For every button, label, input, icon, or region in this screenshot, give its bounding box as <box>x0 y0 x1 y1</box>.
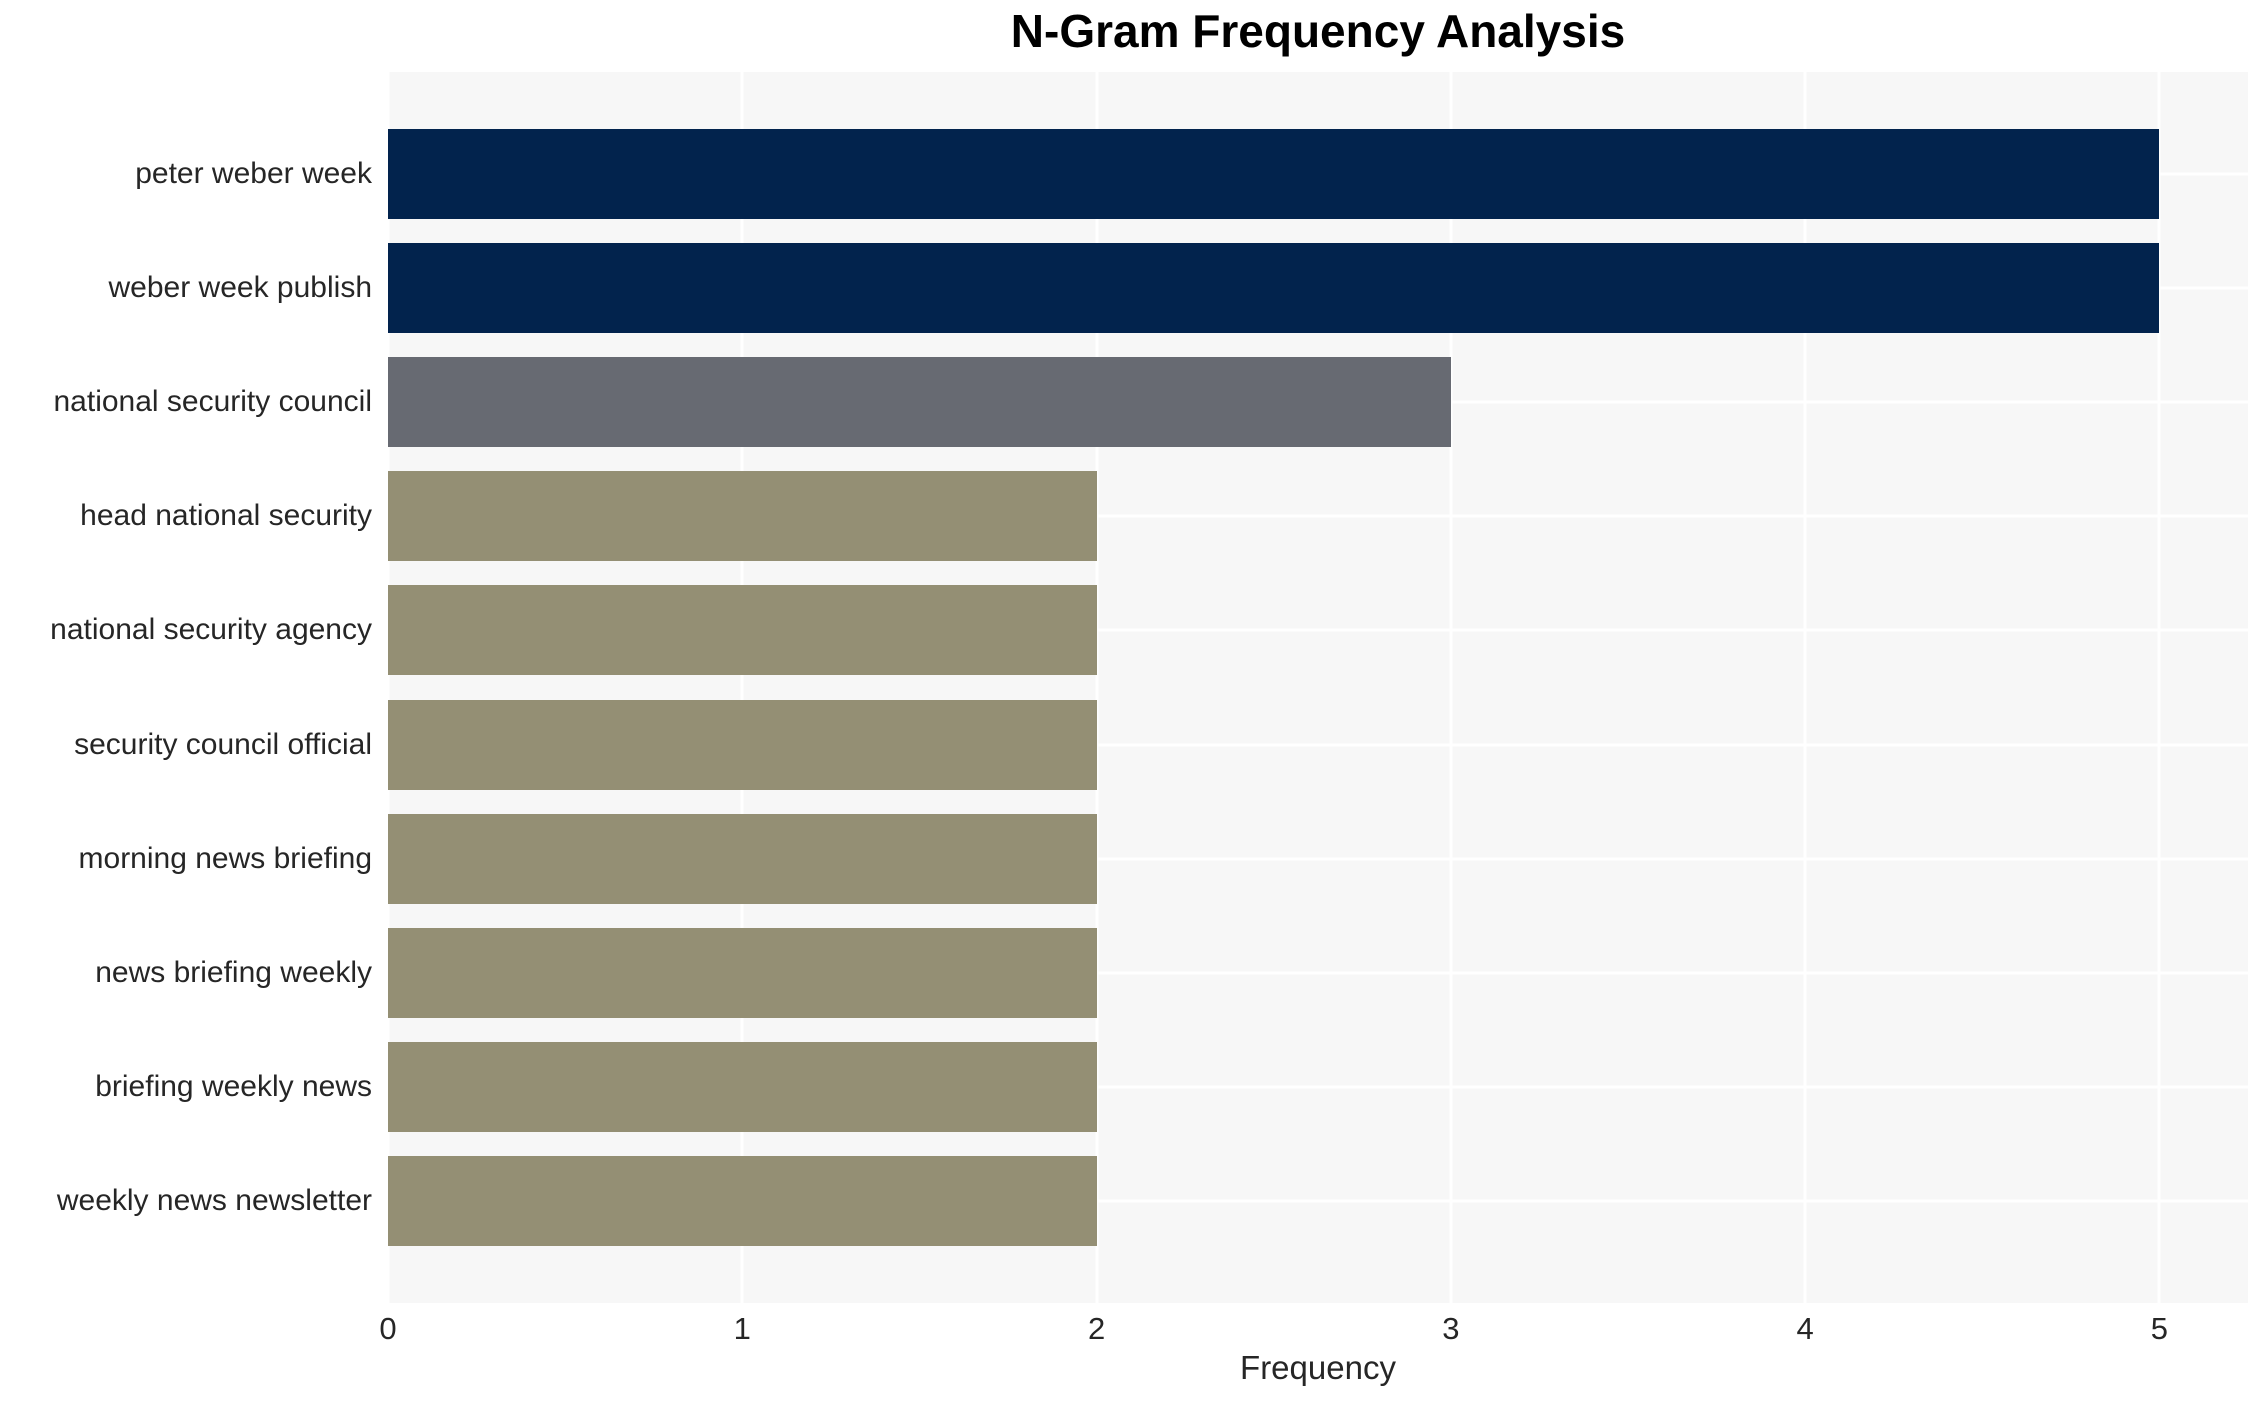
bar-category-label: news briefing weekly <box>95 956 372 990</box>
bar-category-label: morning news briefing <box>78 841 372 875</box>
bar-category-label: peter weber week <box>135 156 372 190</box>
chart-title: N-Gram Frequency Analysis <box>1010 5 1626 57</box>
bar <box>388 1042 1097 1133</box>
gridline-horizontal <box>388 628 2248 632</box>
bar <box>388 471 1097 562</box>
bar-category-label: weekly news newsletter <box>56 1184 372 1218</box>
x-tick-label: 1 <box>733 1311 751 1346</box>
gridline-horizontal <box>388 514 2248 518</box>
gridline-vertical <box>2157 72 2161 1303</box>
x-tick-label: 2 <box>1087 1311 1106 1346</box>
gridline-vertical <box>1449 72 1453 1303</box>
bar-category-label: weber week publish <box>108 270 372 304</box>
bar <box>388 699 1097 790</box>
bar <box>388 585 1097 676</box>
bar-category-label: head national security <box>80 499 372 533</box>
bar <box>388 242 2160 333</box>
x-tick-label: 3 <box>1442 1311 1460 1346</box>
gridline-vertical <box>386 72 390 1303</box>
bar-category-label: national security agency <box>50 613 372 647</box>
gridline-vertical <box>1803 72 1807 1303</box>
gridline-horizontal <box>388 1085 2248 1089</box>
gridline-horizontal <box>388 857 2248 861</box>
gridline-vertical <box>740 72 744 1303</box>
gridline-horizontal <box>388 743 2248 747</box>
gridline-horizontal <box>388 1199 2248 1203</box>
bar-category-label: security council official <box>74 727 372 761</box>
x-tick-label: 0 <box>379 1311 397 1346</box>
bar-category-label: briefing weekly news <box>95 1070 372 1104</box>
bar <box>388 356 1451 447</box>
bar <box>388 813 1097 904</box>
x-tick-label: 5 <box>2150 1311 2169 1346</box>
bar-category-label: national security council <box>53 384 372 418</box>
plot-area <box>386 72 2248 1303</box>
gridline-vertical <box>1095 72 1099 1303</box>
bar <box>388 128 2160 219</box>
bar <box>388 1156 1097 1247</box>
x-tick-label: 4 <box>1796 1311 1814 1346</box>
x-axis-label: Frequency <box>1240 1349 1396 1386</box>
bar <box>388 928 1097 1019</box>
gridline-horizontal <box>388 971 2248 975</box>
